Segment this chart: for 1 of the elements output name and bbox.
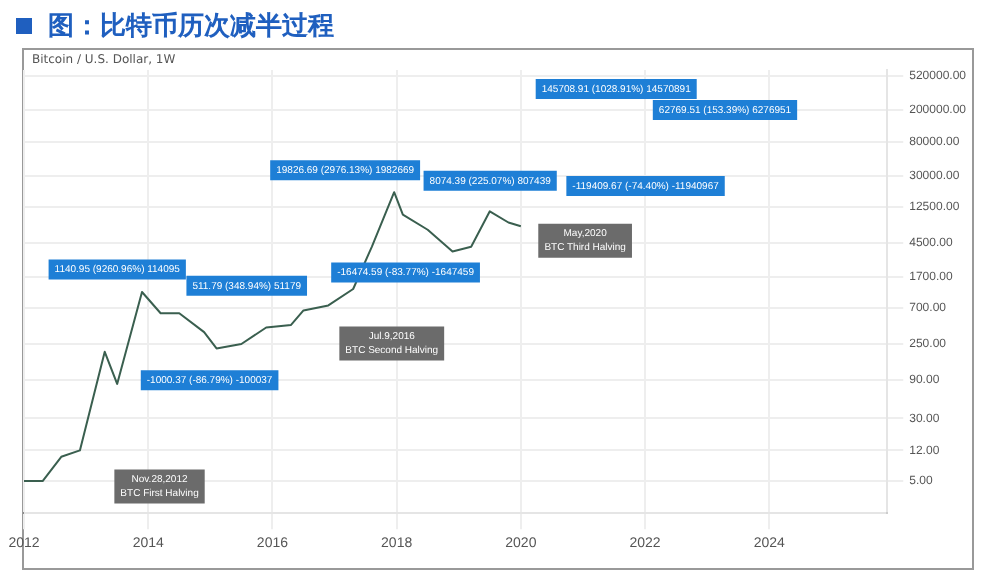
chart-title: 图：比特币历次减半过程 xyxy=(48,9,334,44)
